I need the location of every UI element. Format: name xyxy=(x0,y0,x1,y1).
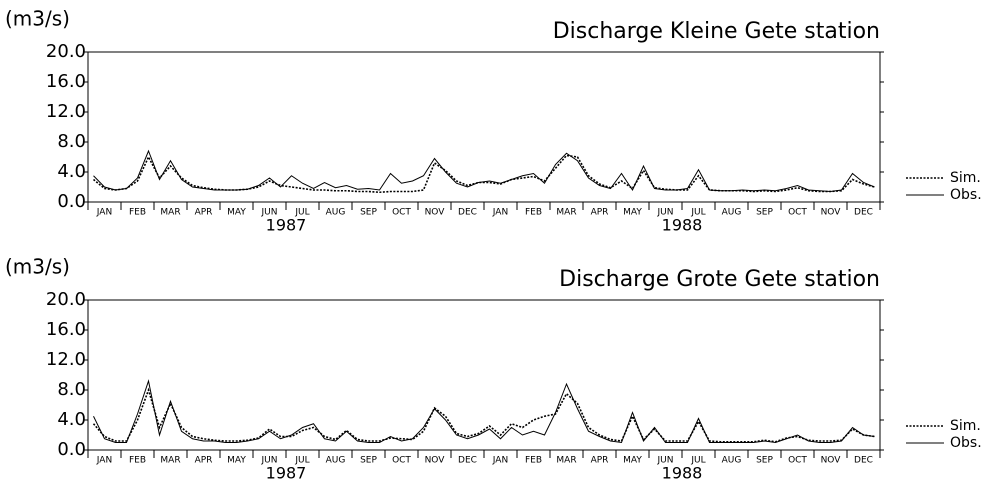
x-tick-label: APR xyxy=(195,208,213,218)
x-tick-label: AUG xyxy=(722,208,742,218)
x-tick-label: NOV xyxy=(425,208,446,218)
x-tick-label: JAN xyxy=(492,456,508,466)
x-tick-label: FEB xyxy=(525,208,542,218)
x-tick-label: MAY xyxy=(227,456,246,466)
x-tick-label: NOV xyxy=(425,456,446,466)
x-tick-label: JUL xyxy=(294,456,309,466)
x-tick-label: JUL xyxy=(690,456,705,466)
y-tick-label: 20.0 xyxy=(46,41,86,62)
x-tick-label: JUL xyxy=(294,208,309,218)
chart-title: Discharge Kleine Gete station xyxy=(553,19,880,44)
x-tick-label: MAY xyxy=(227,208,246,218)
y-tick-label: 8.0 xyxy=(57,131,86,152)
x-tick-label: JUN xyxy=(261,456,278,466)
x-tick-label: SEP xyxy=(756,456,773,466)
x-tick-label: JUN xyxy=(657,208,674,218)
x-tick-label: OCT xyxy=(392,456,411,466)
x-tick-label: MAY xyxy=(623,456,642,466)
y-tick-label: 12.0 xyxy=(46,101,86,122)
x-tick-label: JAN xyxy=(492,208,508,218)
x-tick-label: JUN xyxy=(657,456,674,466)
y-tick-label: 0.0 xyxy=(57,439,86,460)
y-axis-label: (m3/s) xyxy=(5,255,70,279)
x-tick-label: APR xyxy=(195,456,213,466)
x-tick-label: DEC xyxy=(458,456,477,466)
y-tick-label: 16.0 xyxy=(46,319,86,340)
x-tick-label: SEP xyxy=(360,456,377,466)
series-line xyxy=(93,379,875,444)
series-line xyxy=(92,154,875,194)
legend-label: Sim. xyxy=(950,170,981,186)
x-tick-label: FEB xyxy=(129,208,146,218)
y-tick-label: 0.0 xyxy=(57,191,86,212)
x-tick-label: APR xyxy=(591,208,609,218)
x-tick-label: AUG xyxy=(326,456,346,466)
series-line xyxy=(92,387,875,443)
plot-frame xyxy=(87,51,881,203)
year-label: 1988 xyxy=(662,216,703,235)
x-tick-label: MAR xyxy=(556,208,576,218)
chart-title: Discharge Grote Gete station xyxy=(559,267,880,292)
y-tick-label: 20.0 xyxy=(46,289,86,310)
y-tick-label: 4.0 xyxy=(57,409,86,430)
y-tick-label: 16.0 xyxy=(46,71,86,92)
x-tick-label: OCT xyxy=(392,208,411,218)
y-axis-label: (m3/s) xyxy=(5,7,70,31)
x-tick-label: AUG xyxy=(326,208,346,218)
x-tick-label: JAN xyxy=(96,456,112,466)
year-label: 1987 xyxy=(266,216,307,235)
x-tick-label: SEP xyxy=(360,208,377,218)
x-tick-label: MAR xyxy=(160,456,180,466)
x-tick-label: NOV xyxy=(821,208,842,218)
x-tick-label: SEP xyxy=(756,208,773,218)
x-tick-label: MAR xyxy=(160,208,180,218)
x-tick-label: AUG xyxy=(722,456,742,466)
y-tick-label: 4.0 xyxy=(57,161,86,182)
y-tick-label: 12.0 xyxy=(46,349,86,370)
x-tick-label: FEB xyxy=(525,456,542,466)
year-label: 1988 xyxy=(662,464,703,483)
y-tick-label: 8.0 xyxy=(57,379,86,400)
x-tick-label: APR xyxy=(591,456,609,466)
x-tick-label: MAY xyxy=(623,208,642,218)
year-label: 1987 xyxy=(266,464,307,483)
legend-label: Obs. xyxy=(950,435,982,451)
x-tick-label: DEC xyxy=(854,208,873,218)
legend-label: Sim. xyxy=(950,418,981,434)
x-tick-label: JUN xyxy=(261,208,278,218)
plot-frame xyxy=(87,299,881,451)
x-tick-label: JUL xyxy=(690,208,705,218)
x-tick-label: OCT xyxy=(788,456,807,466)
series-line xyxy=(93,149,875,193)
x-tick-label: JAN xyxy=(96,208,112,218)
x-tick-label: DEC xyxy=(854,456,873,466)
x-tick-label: NOV xyxy=(821,456,842,466)
x-tick-label: FEB xyxy=(129,456,146,466)
x-tick-label: OCT xyxy=(788,208,807,218)
x-tick-label: DEC xyxy=(458,208,477,218)
x-tick-label: MAR xyxy=(556,456,576,466)
legend-label: Obs. xyxy=(950,187,982,203)
